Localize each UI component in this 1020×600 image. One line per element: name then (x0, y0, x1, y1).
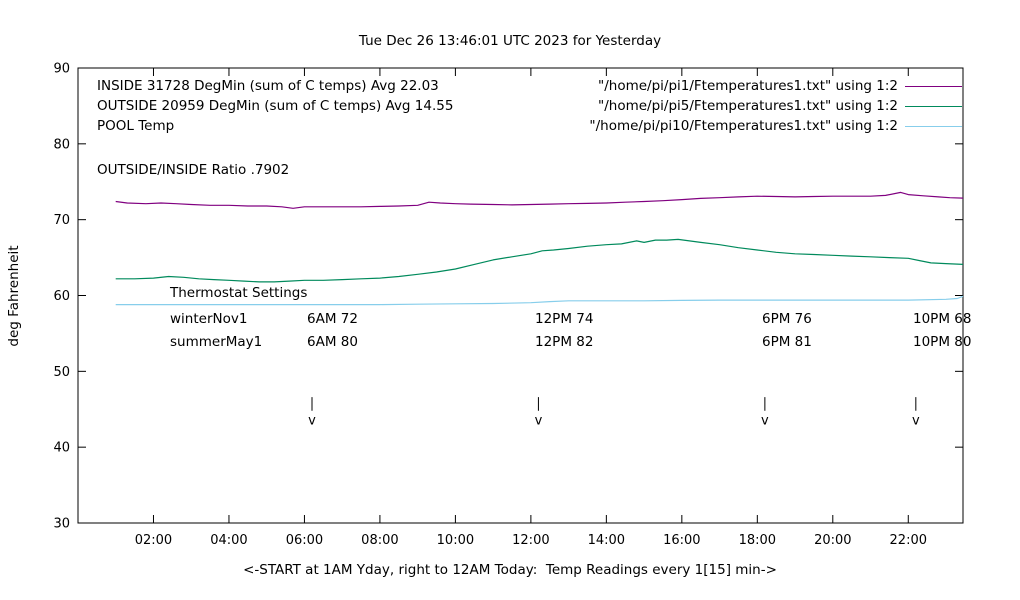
y-tick-label: 50 (53, 365, 70, 380)
x-tick-label: 22:00 (890, 533, 927, 548)
thermostat-setting: 6AM 72 (307, 311, 358, 327)
series-line-inside (115, 191, 964, 209)
x-tick-label: 14:00 (588, 533, 625, 548)
x-axis-label: <-START at 1AM Yday, right to 12AM Today… (243, 562, 777, 578)
legend-file-path: "/home/pi/pi5/Ftemperatures1.txt" using … (598, 98, 898, 114)
series-line-outside (115, 238, 964, 283)
x-tick-label: 10:00 (437, 533, 474, 548)
series-line-pool-temp (115, 295, 964, 306)
thermostat-setting: 12PM 74 (535, 311, 594, 327)
arrow-head-glyph: v (912, 413, 920, 428)
x-tick-label: 02:00 (135, 533, 172, 548)
thermostat-setting: 12PM 82 (535, 334, 594, 350)
x-tick-label: 18:00 (739, 533, 776, 548)
y-tick-label: 80 (53, 137, 70, 152)
arrow-head-glyph: v (535, 413, 543, 428)
y-tick-label: 30 (53, 517, 70, 532)
x-tick-label: 04:00 (210, 533, 247, 548)
x-tick-label: 20:00 (814, 533, 851, 548)
legend-line-sample (905, 86, 962, 87)
thermostat-setting: 10PM 80 (913, 334, 972, 350)
arrow-head-glyph: v (761, 413, 769, 428)
ratio-text: OUTSIDE/INSIDE Ratio .7902 (97, 162, 290, 178)
legend-line-sample (905, 106, 962, 107)
y-tick-label: 70 (53, 213, 70, 228)
y-tick-label: 40 (53, 441, 70, 456)
legend-series-label: INSIDE 31728 DegMin (sum of C temps) Avg… (97, 78, 439, 94)
thermostat-setting: 10PM 68 (913, 311, 972, 327)
x-tick-label: 12:00 (512, 533, 549, 548)
thermostat-schedule-name: winterNov1 (170, 311, 248, 327)
chart-title: Tue Dec 26 13:46:01 UTC 2023 for Yesterd… (358, 33, 662, 49)
legend-line-sample (905, 126, 962, 127)
y-axis-label: deg Fahrenheit (6, 245, 22, 347)
x-tick-label: 08:00 (361, 533, 398, 548)
legend-file-path: "/home/pi/pi10/Ftemperatures1.txt" using… (589, 118, 898, 134)
arrow-head-glyph: v (308, 413, 316, 428)
x-tick-label: 16:00 (663, 533, 700, 548)
thermostat-setting: 6PM 76 (762, 311, 812, 327)
legend-file-path: "/home/pi/pi1/Ftemperatures1.txt" using … (598, 78, 898, 94)
legend-series-label: OUTSIDE 20959 DegMin (sum of C temps) Av… (97, 98, 454, 114)
thermostat-schedule-name: summerMay1 (170, 334, 263, 350)
thermostat-setting: 6AM 80 (307, 334, 358, 350)
thermostat-heading: Thermostat Settings (170, 285, 308, 301)
x-tick-label: 06:00 (286, 533, 323, 548)
y-tick-label: 90 (53, 62, 70, 77)
y-tick-label: 60 (53, 289, 70, 304)
legend-series-label: POOL Temp (97, 118, 175, 134)
thermostat-setting: 6PM 81 (762, 334, 812, 350)
